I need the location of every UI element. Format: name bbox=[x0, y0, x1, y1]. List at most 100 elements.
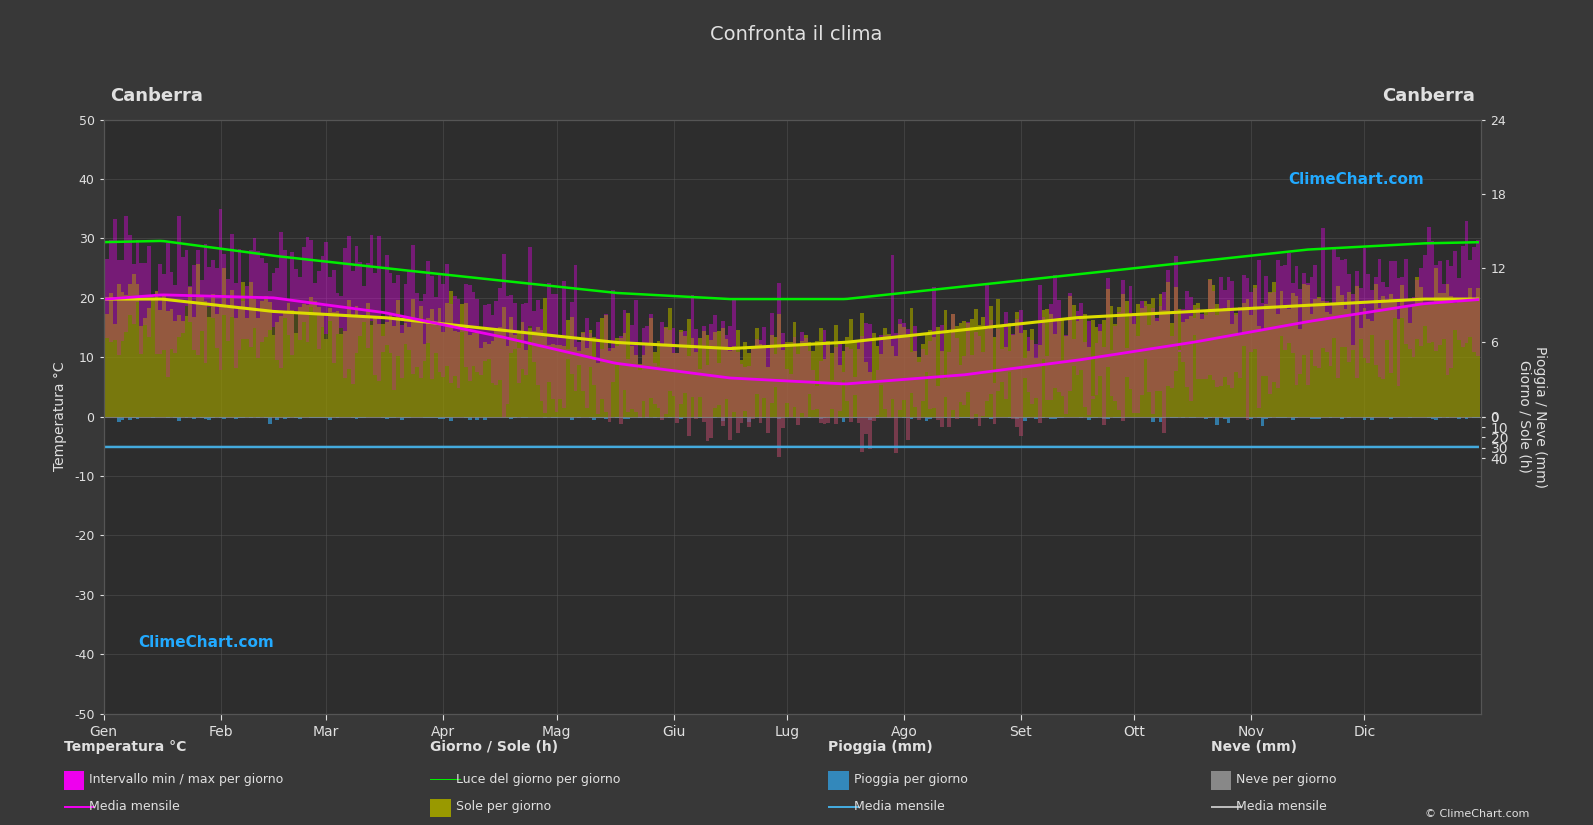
Bar bbox=[1069, 296, 1072, 417]
Bar bbox=[750, 347, 755, 419]
Bar bbox=[811, 370, 816, 410]
Bar bbox=[774, 354, 777, 387]
Bar bbox=[777, 417, 781, 419]
Bar bbox=[929, 330, 932, 409]
Bar bbox=[483, 417, 487, 420]
Bar bbox=[1340, 417, 1344, 419]
Bar bbox=[984, 285, 989, 402]
Bar bbox=[800, 341, 804, 417]
Bar bbox=[1106, 290, 1110, 417]
Bar bbox=[444, 304, 449, 366]
Bar bbox=[1464, 417, 1469, 419]
Bar bbox=[298, 307, 301, 417]
Bar bbox=[989, 305, 992, 394]
Bar bbox=[433, 417, 438, 418]
Bar bbox=[683, 336, 687, 393]
Bar bbox=[1117, 307, 1121, 417]
Bar bbox=[1359, 328, 1362, 338]
Bar bbox=[1243, 303, 1246, 417]
Bar bbox=[301, 247, 306, 322]
Bar bbox=[913, 326, 918, 407]
Bar bbox=[728, 351, 733, 441]
Bar bbox=[1182, 322, 1185, 362]
Bar bbox=[789, 342, 793, 417]
Bar bbox=[464, 417, 468, 418]
Bar bbox=[1464, 299, 1469, 343]
Bar bbox=[593, 417, 596, 420]
Bar bbox=[290, 310, 295, 417]
Bar bbox=[1416, 277, 1419, 339]
Bar bbox=[645, 345, 648, 417]
Bar bbox=[1091, 320, 1094, 417]
Bar bbox=[769, 335, 774, 417]
Bar bbox=[1050, 417, 1053, 418]
Bar bbox=[513, 304, 516, 349]
Bar bbox=[226, 279, 229, 342]
Bar bbox=[607, 351, 612, 422]
Bar bbox=[766, 347, 769, 433]
Bar bbox=[1083, 314, 1086, 407]
Bar bbox=[430, 309, 433, 379]
Bar bbox=[510, 417, 513, 419]
Bar bbox=[245, 318, 249, 338]
Y-axis label: Pioggia / Neve (mm): Pioggia / Neve (mm) bbox=[1532, 346, 1547, 488]
Bar bbox=[185, 417, 188, 418]
Bar bbox=[438, 417, 441, 419]
Bar bbox=[317, 307, 320, 349]
Bar bbox=[1276, 314, 1279, 417]
Bar bbox=[1152, 417, 1155, 422]
Bar bbox=[816, 341, 819, 409]
Bar bbox=[155, 291, 158, 354]
Bar bbox=[747, 365, 750, 427]
Bar bbox=[1098, 324, 1102, 376]
Bar bbox=[626, 359, 631, 412]
Bar bbox=[1235, 313, 1238, 417]
Bar bbox=[1034, 358, 1039, 398]
Bar bbox=[601, 349, 604, 399]
Bar bbox=[736, 351, 739, 432]
Bar bbox=[581, 332, 585, 391]
Bar bbox=[871, 332, 876, 417]
Bar bbox=[1445, 260, 1450, 375]
Bar bbox=[1356, 285, 1359, 378]
Bar bbox=[871, 381, 876, 422]
Bar bbox=[400, 325, 403, 378]
Bar bbox=[819, 361, 822, 422]
Bar bbox=[182, 322, 185, 333]
Bar bbox=[1290, 293, 1295, 352]
Bar bbox=[913, 351, 918, 407]
Bar bbox=[1023, 358, 1026, 378]
Bar bbox=[1453, 252, 1458, 331]
Bar bbox=[984, 328, 989, 402]
Bar bbox=[645, 417, 648, 418]
Bar bbox=[937, 328, 940, 420]
Bar bbox=[389, 273, 392, 353]
Bar bbox=[1442, 293, 1445, 417]
Bar bbox=[524, 304, 529, 375]
Bar bbox=[242, 301, 245, 339]
Bar bbox=[1015, 312, 1020, 417]
Bar bbox=[777, 314, 781, 457]
Bar bbox=[1458, 302, 1461, 417]
Bar bbox=[452, 331, 457, 417]
Bar bbox=[1400, 285, 1403, 318]
Bar bbox=[1287, 309, 1290, 343]
Bar bbox=[890, 346, 894, 417]
Bar bbox=[1152, 298, 1155, 414]
Bar bbox=[226, 308, 229, 417]
Bar bbox=[1026, 417, 1031, 418]
Bar bbox=[1227, 300, 1230, 385]
Bar bbox=[664, 328, 667, 414]
Bar bbox=[290, 310, 295, 355]
Bar bbox=[279, 233, 284, 368]
Bar bbox=[196, 264, 199, 417]
Bar bbox=[386, 417, 389, 418]
Bar bbox=[672, 353, 675, 417]
Bar bbox=[631, 346, 634, 417]
Bar bbox=[1434, 268, 1438, 417]
Bar bbox=[1185, 319, 1188, 417]
Bar bbox=[1020, 333, 1023, 417]
Bar bbox=[978, 325, 981, 427]
Bar bbox=[1344, 309, 1348, 346]
Bar bbox=[237, 249, 242, 350]
